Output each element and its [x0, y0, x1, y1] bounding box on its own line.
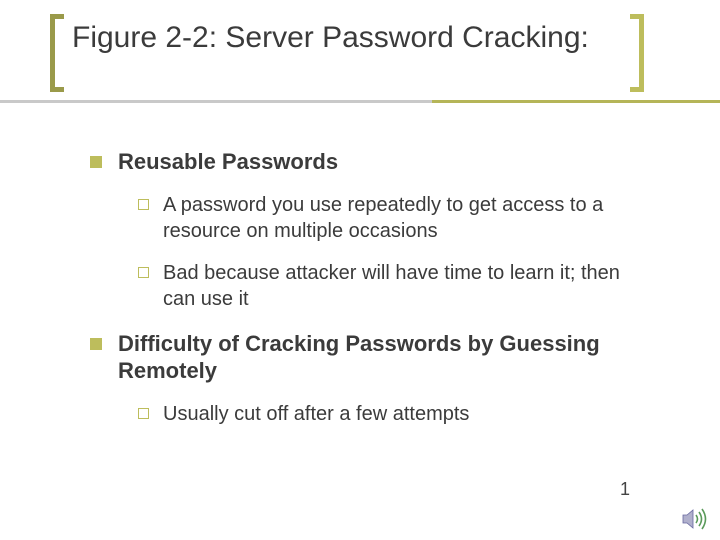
- slide-title: Figure 2-2: Server Password Cracking:: [60, 18, 630, 56]
- square-bullet-icon: [90, 338, 102, 350]
- title-divider: [0, 100, 720, 103]
- bullet-l2: Usually cut off after a few attempts: [138, 401, 650, 427]
- title-bracket-right: [630, 14, 644, 92]
- bullet-l2: Bad because attacker will have time to l…: [138, 260, 650, 312]
- content-area: Reusable Passwords A password you use re…: [90, 130, 650, 427]
- title-container: Figure 2-2: Server Password Cracking:: [60, 18, 630, 56]
- bullet-text: Difficulty of Cracking Passwords by Gues…: [118, 330, 650, 385]
- hollow-square-bullet-icon: [138, 267, 149, 278]
- hollow-square-bullet-icon: [138, 408, 149, 419]
- hollow-square-bullet-icon: [138, 199, 149, 210]
- square-bullet-icon: [90, 156, 102, 168]
- page-number: 1: [620, 479, 630, 500]
- bullet-l2: A password you use repeatedly to get acc…: [138, 192, 650, 244]
- bullet-text: Bad because attacker will have time to l…: [163, 260, 650, 312]
- bullet-l1: Reusable Passwords: [90, 148, 650, 176]
- speaker-icon: [682, 508, 708, 530]
- bullet-l1: Difficulty of Cracking Passwords by Gues…: [90, 330, 650, 385]
- bullet-text: Reusable Passwords: [118, 148, 338, 176]
- bullet-text: A password you use repeatedly to get acc…: [163, 192, 650, 244]
- bullet-text: Usually cut off after a few attempts: [163, 401, 469, 427]
